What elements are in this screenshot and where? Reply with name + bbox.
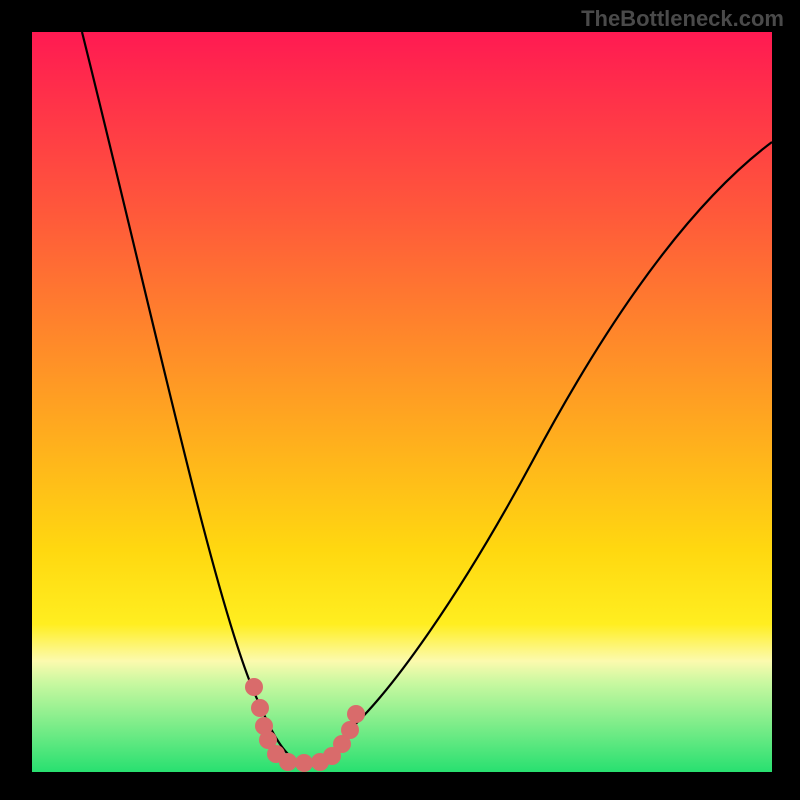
chart-container: TheBottleneck.com bbox=[0, 0, 800, 800]
watermark-text: TheBottleneck.com bbox=[581, 6, 784, 32]
gradient-plot-area bbox=[32, 32, 772, 772]
